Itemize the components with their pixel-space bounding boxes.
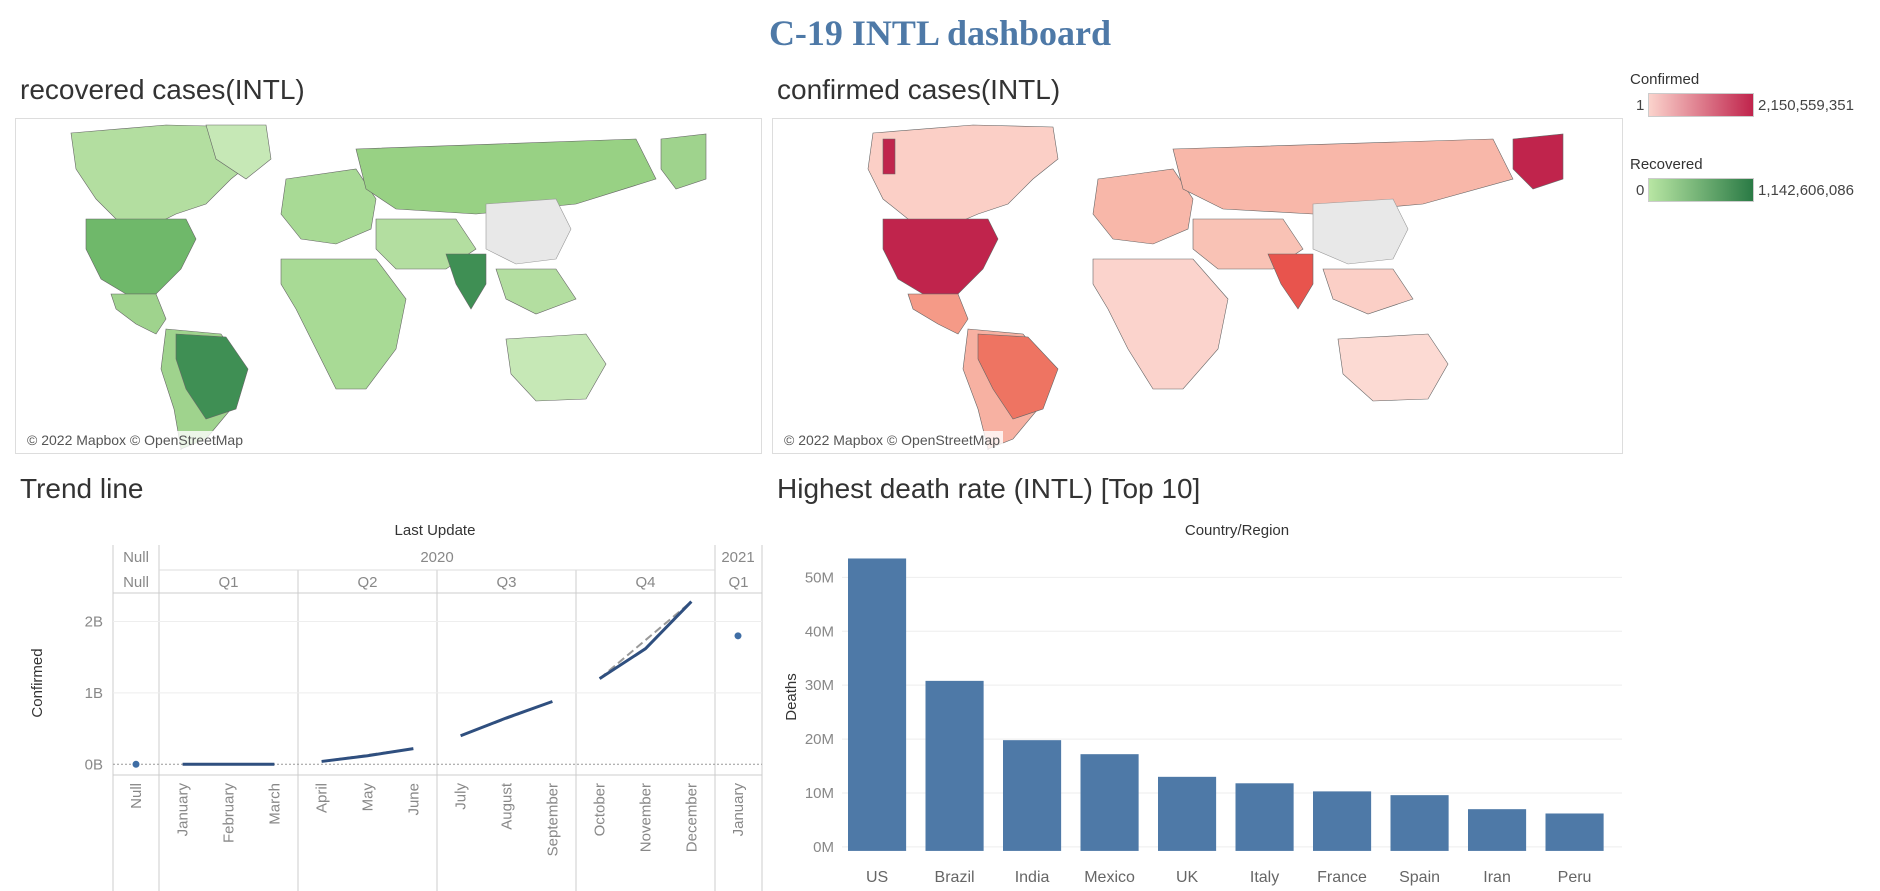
trend-series-line [460,700,553,738]
death-x-tick: India [1015,869,1050,886]
confirmed-world-map [773,119,1622,453]
death-y-tick: 10M [805,785,834,802]
trend-quarter-header: Null [123,574,149,591]
death-x-tick: Spain [1399,869,1440,886]
trend-year-header: 2021 [721,549,754,566]
death-y-tick: 30M [805,677,834,694]
confirmed-legend-min: 1 [1636,97,1645,114]
death-bar [925,680,984,851]
trend-year-header: Null [123,549,149,566]
trend-series-line [321,747,414,763]
confirmed-legend-max: 2,150,559,351 [1758,97,1854,114]
trend-x-tick: Null [128,783,145,809]
trend-point [132,760,140,768]
trend-x-tick: August [499,782,516,830]
trend-quarter-header: Q1 [728,574,748,591]
death-title: Highest death rate (INTL) [Top 10] [777,473,1201,504]
confirmed-color-ramp [1648,93,1754,117]
trend-quarter-header: Q2 [357,574,377,591]
death-x-tick: Iran [1483,869,1511,886]
confirmed-map-title: confirmed cases(INTL) [777,74,1061,105]
death-bar [1468,809,1527,851]
trend-x-tick: January [175,783,192,837]
trend-x-tick: March [266,783,283,825]
recovered-legend-min: 0 [1636,182,1645,199]
recovered-map[interactable]: © 2022 Mapbox © OpenStreetMap [15,118,762,454]
trend-series-line [598,600,693,680]
trend-x-tick: October [592,783,609,836]
trend-x-tick: November [638,783,655,852]
trend-x-tick: December [683,783,700,852]
death-bar [1003,740,1062,851]
death-bar [1080,754,1139,851]
death-x-tick: Peru [1558,869,1592,886]
trend-y-label: Confirmed [29,648,46,717]
recovered-map-title: recovered cases(INTL) [20,74,305,105]
death-y-tick: 40M [805,623,834,640]
recovered-legend-title: Recovered [1630,156,1703,173]
confirmed-legend-title: Confirmed [1630,71,1700,88]
trend-reference-line [598,600,693,680]
trend-year-header: 2020 [420,549,453,566]
death-x-tick: Mexico [1084,869,1135,886]
death-x-tick: Italy [1250,869,1279,886]
death-chart[interactable]: Country/Region Deaths 50M40M30M20M10M0M … [772,515,1632,891]
trend-title: Trend line [20,473,144,504]
trend-y-tick: 2B [85,614,103,631]
trend-quarter-header: Q3 [496,574,516,591]
death-x-tick: UK [1176,869,1199,886]
death-x-tick: Brazil [935,869,975,886]
trend-y-tick: 0B [85,756,103,773]
trend-x-tick: April [314,783,331,813]
trend-quarter-header: Q4 [635,574,655,591]
confirmed-map[interactable]: © 2022 Mapbox © OpenStreetMap [772,118,1623,454]
death-bar [848,558,907,851]
recovered-map-attribution[interactable]: © 2022 Mapbox © OpenStreetMap [24,431,246,449]
dashboard-title: C-19 INTL dashboard [768,13,1112,53]
trend-point [734,632,742,640]
death-bar [1158,776,1217,851]
trend-x-tick: February [221,783,238,844]
death-header: Country/Region [1185,522,1289,539]
death-y-tick: 50M [805,569,834,586]
death-y-tick: 20M [805,731,834,748]
death-x-tick: France [1317,869,1367,886]
trend-y-tick: 1B [85,685,103,702]
death-bar [1235,783,1294,851]
death-y-tick: 0M [813,839,834,856]
death-bar [1545,813,1604,851]
death-y-label: Deaths [783,673,800,721]
death-bar [1313,791,1372,851]
trend-quarter-header: Q1 [218,574,238,591]
death-bar [1390,795,1449,851]
confirmed-map-attribution[interactable]: © 2022 Mapbox © OpenStreetMap [781,431,1003,449]
trend-header: Last Update [395,522,476,539]
trend-x-tick: January [730,783,747,837]
trend-x-tick: May [360,783,377,812]
trend-x-tick: July [453,783,470,810]
recovered-legend-max: 1,142,606,086 [1758,182,1854,199]
trend-x-tick: June [405,783,422,816]
trend-x-tick: September [544,783,561,856]
recovered-color-ramp [1648,178,1754,202]
death-x-tick: US [866,869,888,886]
recovered-world-map [16,119,761,453]
trend-chart[interactable]: Last Update Confirmed Null 2020 2021 Null Q1… [0,515,770,891]
